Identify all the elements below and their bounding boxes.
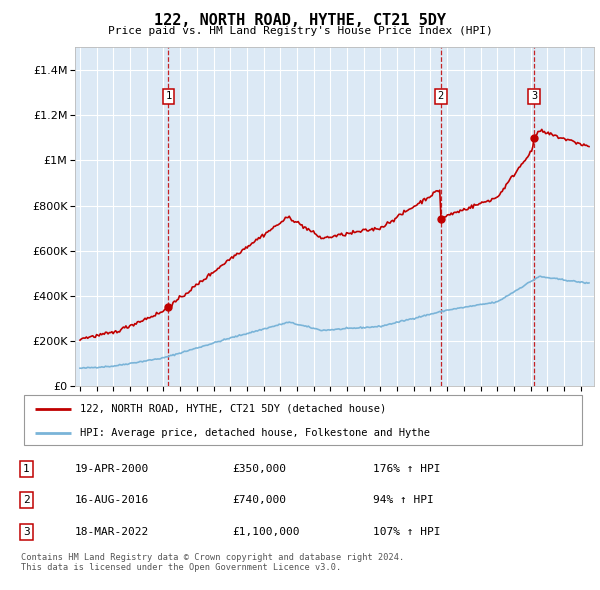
Text: 1: 1 bbox=[23, 464, 30, 474]
Text: 122, NORTH ROAD, HYTHE, CT21 5DY: 122, NORTH ROAD, HYTHE, CT21 5DY bbox=[154, 13, 446, 28]
Text: 19-APR-2000: 19-APR-2000 bbox=[74, 464, 149, 474]
Text: 1: 1 bbox=[166, 91, 172, 101]
Text: HPI: Average price, detached house, Folkestone and Hythe: HPI: Average price, detached house, Folk… bbox=[80, 428, 430, 438]
Text: 107% ↑ HPI: 107% ↑ HPI bbox=[373, 527, 441, 537]
Text: Contains HM Land Registry data © Crown copyright and database right 2024.
This d: Contains HM Land Registry data © Crown c… bbox=[21, 553, 404, 572]
Text: £350,000: £350,000 bbox=[232, 464, 286, 474]
Text: 2: 2 bbox=[437, 91, 444, 101]
Text: 94% ↑ HPI: 94% ↑ HPI bbox=[373, 495, 434, 505]
Text: 3: 3 bbox=[531, 91, 537, 101]
Text: 3: 3 bbox=[23, 527, 30, 537]
Text: 2: 2 bbox=[23, 495, 30, 505]
Text: 176% ↑ HPI: 176% ↑ HPI bbox=[373, 464, 441, 474]
Text: Price paid vs. HM Land Registry's House Price Index (HPI): Price paid vs. HM Land Registry's House … bbox=[107, 26, 493, 36]
Text: 122, NORTH ROAD, HYTHE, CT21 5DY (detached house): 122, NORTH ROAD, HYTHE, CT21 5DY (detach… bbox=[80, 404, 386, 414]
Text: 16-AUG-2016: 16-AUG-2016 bbox=[74, 495, 149, 505]
Text: £740,000: £740,000 bbox=[232, 495, 286, 505]
Text: 18-MAR-2022: 18-MAR-2022 bbox=[74, 527, 149, 537]
Text: £1,100,000: £1,100,000 bbox=[232, 527, 300, 537]
